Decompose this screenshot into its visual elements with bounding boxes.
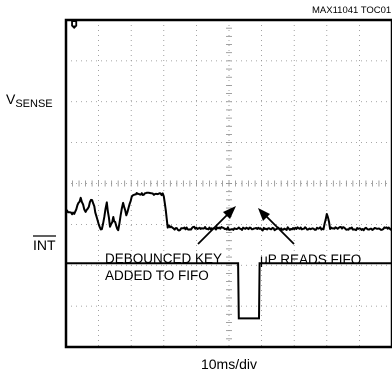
int-trace <box>66 262 392 320</box>
channel-label-int: INT <box>33 237 56 253</box>
annotation-debounced-line1: DEBOUNCED KEY <box>105 251 222 266</box>
annotation-up-reads: μP READS FIFO <box>260 252 361 267</box>
channel-label-vsense: VSENSE <box>6 91 53 110</box>
vsense-label-main: V <box>6 91 16 107</box>
vsense-trace <box>65 191 392 232</box>
trigger-marker-icon <box>71 21 78 29</box>
arrow-up-reads <box>258 208 295 245</box>
x-axis-label: 10ms/div <box>201 356 257 372</box>
grid-lines <box>66 20 392 347</box>
figure-id: MAX11041 TOC01 <box>312 5 391 16</box>
arrow-debounced <box>197 206 236 245</box>
trigger-marker-notch <box>72 22 76 26</box>
vsense-label-sub: SENSE <box>15 98 52 110</box>
plot-frame <box>64 18 392 349</box>
annotation-debounced-line2: ADDED TO FIFO <box>105 268 209 283</box>
